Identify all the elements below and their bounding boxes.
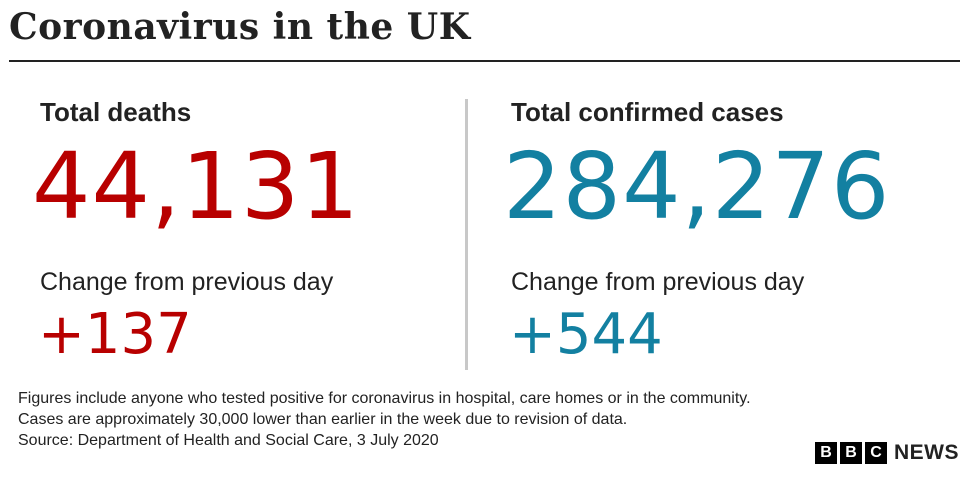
page-title: Coronavirus in the UK (9, 6, 471, 48)
panel-divider (465, 99, 468, 370)
cases-change-value: +544 (509, 302, 663, 367)
title-divider (9, 60, 960, 62)
deaths-change-label: Change from previous day (40, 268, 334, 296)
deaths-heading: Total deaths (40, 97, 192, 127)
total-cases-value: 284,276 (503, 133, 891, 240)
cases-change-label: Change from previous day (511, 268, 805, 296)
logo-letter-b1: B (815, 442, 837, 464)
footnote-figures: Figures include anyone who tested positi… (18, 390, 751, 407)
cases-heading: Total confirmed cases (511, 97, 784, 127)
logo-letter-c: C (865, 442, 887, 464)
total-deaths-value: 44,131 (32, 133, 360, 240)
bbc-news-logo: B B C NEWS (815, 441, 959, 464)
logo-word-news: NEWS (894, 441, 959, 464)
logo-letter-b2: B (840, 442, 862, 464)
footnotes: Figures include anyone who tested positi… (18, 388, 751, 451)
footnote-revision: Cases are approximately 30,000 lower tha… (18, 411, 628, 428)
deaths-change-value: +137 (38, 302, 192, 367)
footnote-source: Source: Department of Health and Social … (18, 432, 439, 449)
